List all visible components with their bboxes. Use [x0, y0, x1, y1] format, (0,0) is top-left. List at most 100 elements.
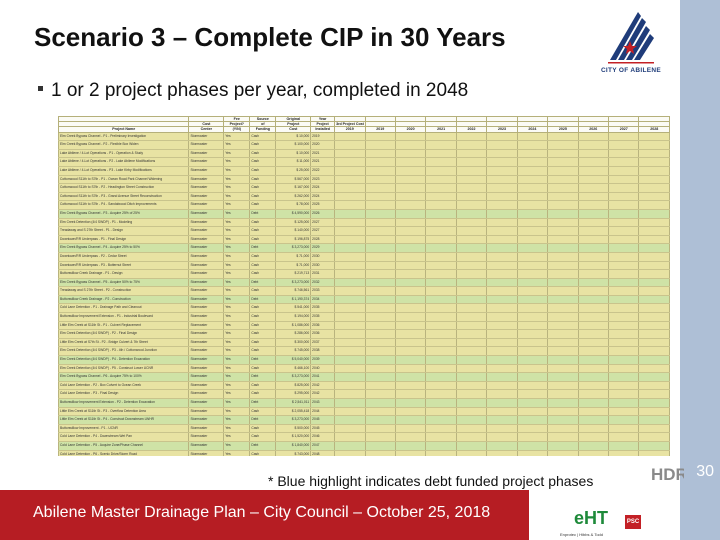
cell-year-cost	[577, 209, 609, 219]
cell-year-cost	[486, 235, 518, 245]
cell-year-cost	[547, 407, 579, 417]
cell-cost: $ 196,875	[275, 235, 311, 245]
cell-year-cost	[516, 450, 548, 456]
cell-src: Debt	[249, 398, 276, 408]
cell-year-cost	[577, 389, 609, 399]
cell-year-cost	[394, 192, 426, 202]
cell-year-cost	[547, 226, 579, 236]
cell-year-cost	[425, 261, 457, 271]
cell-year-cost	[608, 269, 639, 279]
cell-year-cost	[334, 286, 366, 296]
cell-year-cost	[425, 166, 457, 176]
cell-year-cost	[455, 389, 487, 399]
cell-name: Little Elm Creek at S11th St - P4 - Cons…	[58, 415, 189, 425]
cell-year: 2019	[310, 132, 335, 142]
cell-year-cost	[394, 450, 426, 456]
cell-year-cost	[425, 407, 457, 417]
cell-year-cost	[516, 261, 548, 271]
cell-year-cost	[425, 218, 457, 228]
cell-year-cost	[364, 364, 396, 374]
cell-year-cost	[638, 432, 670, 442]
cell-year-cost	[486, 372, 518, 382]
cell-year-cost	[608, 321, 639, 331]
cell-year-cost	[455, 450, 487, 456]
cell-cost: $ 1,190,374	[275, 295, 311, 305]
page-number: 30	[696, 463, 714, 480]
cell-src: Cash	[249, 269, 276, 279]
cell-year-cost	[608, 432, 639, 442]
cell-year-cost	[547, 218, 579, 228]
cell-year-cost	[638, 338, 670, 348]
cell-year-cost	[486, 269, 518, 279]
cell-year-cost	[455, 269, 487, 279]
cell-year-cost	[516, 157, 548, 167]
cell-year: 2040	[310, 364, 335, 374]
table-row: Buttonwillow Improvement - P1 - UCNR Stor…	[58, 424, 670, 434]
cell-src: Cash	[249, 140, 276, 150]
cell-year-cost	[425, 278, 457, 288]
cell-year-cost	[547, 166, 579, 176]
cell-year-cost	[516, 252, 548, 262]
cell-cost: $ 541,000	[275, 303, 311, 314]
cell-name: Little Elm Creek at S11th St - P1 - Culv…	[58, 321, 189, 331]
cell-year-cost	[394, 209, 426, 219]
table-row: Buttonwillow Creek Drainage - P2 - Const…	[58, 295, 670, 305]
cell-year: 2047	[310, 441, 335, 451]
cell-year-cost	[364, 407, 396, 417]
cell-year-cost	[577, 261, 609, 271]
cell-year-cost	[486, 252, 518, 262]
cell-cost: $ 219,713	[275, 269, 311, 279]
cell-year: 2030	[310, 252, 335, 262]
cell-year-cost	[547, 424, 579, 434]
cell-year-cost	[425, 432, 457, 442]
cell-year-cost	[577, 329, 609, 339]
cell-src: Cash	[249, 226, 276, 236]
cell-year: 2034	[310, 295, 335, 305]
cell-year-cost	[455, 192, 487, 202]
cell-src: Debt	[249, 372, 276, 382]
table-row: Little Elm Creek at S11th St - P1 - Culv…	[58, 321, 670, 331]
cell-year-cost	[638, 183, 670, 193]
cell-year-cost	[547, 183, 579, 193]
cell-year-cost	[516, 140, 548, 150]
cell-year-cost	[577, 157, 609, 167]
cell-year-cost	[364, 166, 396, 176]
cell-year-cost	[394, 235, 426, 245]
right-sidebar	[680, 0, 720, 540]
cell-src: Cash	[249, 450, 276, 456]
cell-cost: $ 78,000	[275, 200, 311, 210]
cell-year-cost	[455, 286, 487, 296]
cell-year-cost	[394, 149, 426, 159]
cell-center: Stormwater	[188, 432, 224, 442]
cell-name: Elm Creek Bypass Channel - P3 - Acquire …	[58, 209, 189, 219]
cell-year-cost	[638, 209, 670, 219]
hdr-logo-text: HDR	[651, 465, 684, 484]
cell-year-cost	[486, 243, 518, 253]
cell-year-cost	[516, 200, 548, 210]
cell-fee: Yes	[223, 132, 250, 142]
cell-year: 2033	[310, 286, 335, 296]
cell-year-cost	[425, 209, 457, 219]
cell-year-cost	[577, 269, 609, 279]
cell-name: Downtown/RR Underpass - P3 - Butternut S…	[58, 261, 189, 271]
cell-year-cost	[394, 389, 426, 399]
cell-year-cost	[425, 329, 457, 339]
cell-year-cost	[425, 398, 457, 408]
cell-year-cost	[425, 346, 457, 357]
cell-year-cost	[608, 346, 639, 357]
cell-year-cost	[486, 209, 518, 219]
column-header: Funding	[249, 126, 277, 133]
cell-name: Cottonwood S11th to S7th - P4 - Sandalwo…	[58, 200, 189, 210]
cell-year-cost	[364, 338, 396, 348]
cell-year-cost	[425, 149, 457, 159]
cell-year-cost	[394, 183, 426, 193]
cell-year-cost	[334, 407, 366, 417]
cell-year-cost	[334, 424, 366, 434]
cell-year-cost	[394, 226, 426, 236]
cell-year-cost	[486, 415, 518, 425]
cell-year-cost	[394, 424, 426, 434]
cell-year-cost	[455, 235, 487, 245]
cell-year-cost	[455, 407, 487, 417]
cell-cost: $ 2,541,011	[275, 398, 311, 408]
cell-year-cost	[364, 149, 396, 159]
